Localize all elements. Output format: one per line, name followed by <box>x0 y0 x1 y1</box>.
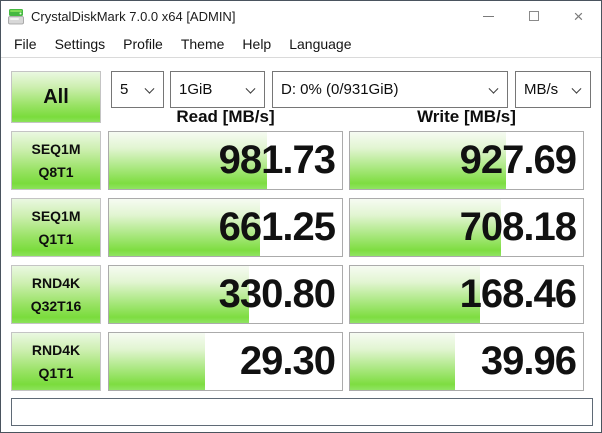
close-icon: × <box>573 6 584 26</box>
test-button-seq1m-q1t1[interactable]: SEQ1M Q1T1 <box>11 198 101 257</box>
result-value: 708.18 <box>459 205 577 249</box>
menu-language[interactable]: Language <box>289 36 352 52</box>
test-button-rnd4k-q1t1[interactable]: RND4K Q1T1 <box>11 332 101 391</box>
result-cell-write: 708.18 <box>349 198 584 257</box>
result-cell-read: 661.25 <box>108 198 343 257</box>
result-value: 168.46 <box>459 272 577 316</box>
chevron-down-icon <box>245 83 256 94</box>
menu-profile[interactable]: Profile <box>123 36 163 52</box>
unit-select[interactable]: MB/s <box>515 71 591 108</box>
menu-help[interactable]: Help <box>242 36 272 52</box>
title-bar: CrystalDiskMark 7.0.0 x64 [ADMIN] × <box>1 1 601 31</box>
maximize-button[interactable] <box>511 1 556 31</box>
result-cell-write: 168.46 <box>349 265 584 324</box>
test-label-line2: Q1T1 <box>38 230 74 247</box>
result-value: 927.69 <box>459 138 577 182</box>
result-bar <box>350 333 455 390</box>
menu-file[interactable]: File <box>14 36 37 52</box>
test-size-select[interactable]: 1GiB <box>170 71 265 108</box>
result-cell-read: 29.30 <box>108 332 343 391</box>
test-count-select[interactable]: 5 <box>111 71 164 108</box>
result-bar <box>350 199 502 256</box>
maximize-icon <box>528 11 539 21</box>
test-label-line1: SEQ1M <box>31 140 81 157</box>
result-value: 39.96 <box>480 339 577 383</box>
result-cell-write: 39.96 <box>349 332 584 391</box>
app-disk-icon <box>8 8 24 24</box>
result-cell-read: 330.80 <box>108 265 343 324</box>
window-title: CrystalDiskMark 7.0.0 x64 [ADMIN] <box>31 8 236 24</box>
test-label-line2: Q8T1 <box>38 163 74 180</box>
test-label-line2: Q32T16 <box>30 297 82 314</box>
target-drive-value: D: 0% (0/931GiB) <box>281 81 399 98</box>
test-count-value: 5 <box>120 81 129 98</box>
result-bar <box>109 266 249 323</box>
result-bar <box>109 132 268 189</box>
run-all-button[interactable]: All <box>11 71 101 123</box>
menu-settings[interactable]: Settings <box>54 36 106 52</box>
read-column-header: Read [MB/s] <box>176 107 275 126</box>
result-value: 330.80 <box>218 272 336 316</box>
test-label-line1: RND4K <box>31 274 81 291</box>
test-size-value: 1GiB <box>179 81 213 98</box>
result-cell-write: 927.69 <box>349 131 584 190</box>
menu-theme[interactable]: Theme <box>180 36 225 52</box>
result-bar <box>350 266 481 323</box>
result-bar <box>109 333 205 390</box>
close-button[interactable]: × <box>556 1 601 31</box>
chevron-down-icon <box>144 83 155 94</box>
write-column-header: Write [MB/s] <box>417 107 516 126</box>
unit-value: MB/s <box>524 81 559 98</box>
comment-input[interactable] <box>11 398 593 426</box>
chevron-down-icon <box>488 83 499 94</box>
result-bar <box>350 132 507 189</box>
test-label-line1: SEQ1M <box>31 207 81 224</box>
result-bar <box>109 199 261 256</box>
result-value: 981.73 <box>218 138 336 182</box>
window-controls: × <box>466 1 601 31</box>
test-label-line1: RND4K <box>31 341 81 358</box>
test-button-rnd4k-q32t16[interactable]: RND4K Q32T16 <box>11 265 101 324</box>
test-label-line2: Q1T1 <box>38 364 74 381</box>
test-button-seq1m-q8t1[interactable]: SEQ1M Q8T1 <box>11 131 101 190</box>
minimize-icon <box>483 15 494 17</box>
menu-bar: File Settings Profile Theme Help Languag… <box>1 31 601 58</box>
chevron-down-icon <box>571 83 582 94</box>
target-drive-select[interactable]: D: 0% (0/931GiB) <box>272 71 508 108</box>
result-value: 661.25 <box>218 205 336 249</box>
minimize-button[interactable] <box>466 1 511 31</box>
result-value: 29.30 <box>239 339 336 383</box>
result-cell-read: 981.73 <box>108 131 343 190</box>
